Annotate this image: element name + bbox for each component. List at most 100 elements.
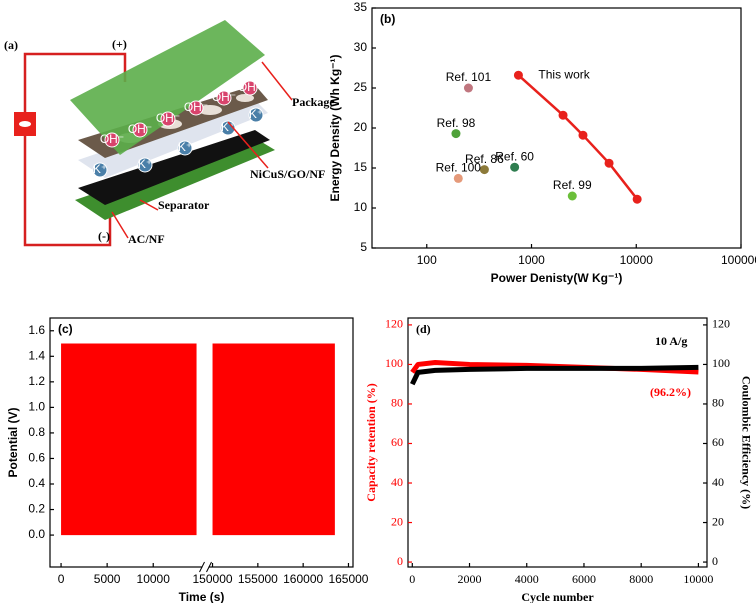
panel-label: (d) (416, 322, 431, 336)
y-tick-label: 80 (391, 396, 403, 410)
y-tick-label: 35 (354, 0, 368, 14)
data-point (510, 162, 520, 172)
y-tick-label: 0.2 (28, 502, 45, 516)
data-point (632, 194, 642, 204)
plot-frame (407, 317, 708, 568)
series-label: This work (538, 67, 590, 81)
panel-label: (a) (4, 38, 18, 52)
y-tick-label: 20 (354, 120, 368, 134)
ion-label: OH⁻ (100, 132, 124, 146)
series-line (410, 364, 699, 386)
ion-label: K⁺ (138, 157, 152, 171)
panel-area: 0.0 0.2 0.4 0.6 0.8 1.0 1.2 1.4 1.6 0 5000 10000 150… (6, 317, 369, 603)
axis-break (202, 561, 209, 573)
layer-label: Package (292, 95, 335, 109)
data-point (578, 130, 588, 140)
y2-tick-label: 100 (712, 356, 730, 370)
plot-frame (371, 7, 742, 249)
series-label: Ref. 101 (446, 70, 492, 84)
data-point (604, 158, 614, 168)
pointer-lines (111, 61, 293, 239)
y-axis-label: Potential (V) (6, 407, 20, 477)
ion-oh (104, 132, 120, 148)
annotation: (96.2%) (650, 385, 691, 399)
ion-oh (160, 111, 176, 127)
ion-oh (188, 100, 204, 116)
x-tick-label: 2000 (458, 572, 482, 586)
ion-oh (132, 122, 148, 138)
y-tick-label: 30 (354, 40, 368, 54)
x-tick-label: 10000 (683, 572, 713, 586)
ion-label: K⁺ (249, 107, 263, 121)
data-point (453, 173, 463, 183)
x-axis-label: Cycle number (521, 590, 594, 603)
ions: OH⁻OH⁻OH⁻OH⁻OH⁻OH⁻K⁺ K⁺K⁺K⁺K⁺ (92, 80, 264, 178)
positive-terminal: (+) (112, 37, 127, 51)
battery-mark (19, 121, 31, 127)
x-tick-label: 0 (409, 572, 415, 586)
layer-label: Separator (158, 198, 210, 212)
panel-line: 0 20 40 60 80 100 120 0 2000 4000 6000 8000 10000 Cyc… (364, 317, 754, 603)
data-point (463, 83, 473, 93)
y2-tick-label: 120 (712, 317, 730, 331)
y-tick-label: 60 (391, 435, 403, 449)
electrolyte-layer (78, 100, 268, 178)
ion-k (137, 157, 153, 173)
x-tick-label: 160000 (283, 572, 323, 586)
y-tick-label: 1.6 (28, 323, 45, 337)
ion-label: OH⁻ (156, 111, 180, 125)
ion-label: K⁺ (221, 120, 235, 134)
y2-tick-label: 0 (712, 554, 718, 568)
layer-label: NiCuS/GO/NF (250, 167, 325, 181)
ion-label: OH⁻ (238, 80, 262, 94)
y-tick-label: 120 (385, 317, 403, 331)
potential-band (61, 343, 197, 536)
series-label: Ref. 100 (436, 161, 482, 175)
ion-k (92, 162, 108, 178)
x-tick-label: 100 (417, 253, 437, 267)
package-sheet (70, 20, 265, 155)
x-axis-label: Power Denisty(W Kg⁻¹) (491, 271, 623, 285)
data-point (451, 129, 461, 139)
data-point (558, 110, 568, 120)
y-axis-label: Energy Density (Wh Kg⁻¹) (328, 54, 342, 201)
series-label: Ref. 98 (437, 116, 476, 130)
ion-label: OH⁻ (128, 122, 152, 136)
potential-band (212, 343, 335, 536)
panel-label: (c) (58, 322, 73, 336)
ion-label: K⁺ (178, 140, 192, 154)
y2-tick-label: 60 (712, 435, 724, 449)
panel-label: (b) (380, 12, 395, 26)
y2-tick-label: 80 (712, 396, 724, 410)
circuit-wire (23, 52, 127, 247)
x-tick-label: 5000 (94, 572, 121, 586)
x-tick-label: 0 (58, 572, 65, 586)
x-tick-label: 100000 (721, 253, 756, 267)
annotation: 10 A/g (655, 334, 687, 348)
y2-axis-label: Coulombic Efficiency (%) (739, 376, 753, 509)
y-tick-label: 0.8 (28, 425, 45, 439)
x-tick-label: 155000 (238, 572, 278, 586)
y-tick-label: 25 (354, 80, 368, 94)
y-tick-label: 1.4 (28, 348, 45, 362)
y2-tick-label: 20 (712, 514, 724, 528)
ion-label: OH⁻ (184, 100, 208, 114)
data-point (513, 70, 523, 80)
ion-k (220, 120, 236, 136)
panel-scatter: 5 10 15 20 25 30 35 100 1000 10000 100000 Power Den… (328, 0, 756, 285)
ion-label: K⁺ (93, 162, 107, 176)
y-tick-label: 0.4 (28, 476, 45, 490)
series-label: Ref. 99 (553, 178, 592, 192)
data-point (479, 165, 489, 175)
ion-k (248, 107, 264, 123)
y-axis-label: Capacity retention (%) (364, 383, 378, 501)
y-tick-label: 0.0 (28, 527, 45, 541)
x-tick-label: 150000 (193, 572, 233, 586)
y-tick-label: 0 (397, 554, 403, 568)
y2-tick-label: 40 (712, 475, 724, 489)
negative-terminal: (-) (98, 229, 110, 243)
ion-oh (242, 80, 258, 96)
charts: 5101520253035100100010000100000Power Den… (6, 0, 756, 603)
series-label: Ref. 86 (465, 152, 504, 166)
